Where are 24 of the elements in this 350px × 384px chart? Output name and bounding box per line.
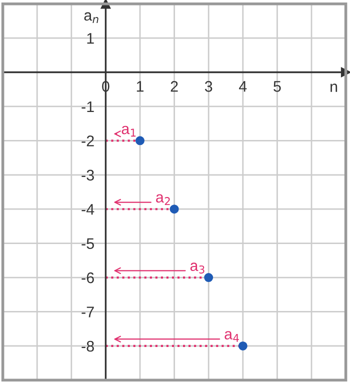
y-tick-label: 1 <box>87 33 94 44</box>
point <box>238 341 248 350</box>
y-tick-label: -4 <box>82 204 94 215</box>
x-tick-label: 4 <box>239 81 247 92</box>
annotation: a$_{4}$ <box>224 331 239 342</box>
y-axis-title: a$_{n}$ <box>84 12 98 24</box>
annotation: a$_{2}$ <box>156 194 170 205</box>
x-axis-title: n <box>330 84 338 92</box>
y-tick-label: -3 <box>82 170 94 181</box>
point <box>136 136 144 146</box>
y-tick-label: -7 <box>82 306 94 318</box>
x-tick-label: 1 <box>136 81 144 92</box>
x-tick-label: 3 <box>204 81 212 92</box>
y-tick-label: -6 <box>82 272 94 284</box>
annotation: a$_{3}$ <box>190 262 204 274</box>
y-tick-label: -2 <box>82 136 94 146</box>
y-tick-label: -8 <box>82 340 94 352</box>
x-tick-label: 2 <box>170 81 178 92</box>
annotation: a$_{1}$ <box>122 126 136 137</box>
y-tick-label: -1 <box>82 102 94 112</box>
y-tick-label: -5 <box>82 238 94 250</box>
x-tick-label: 5 <box>274 81 281 92</box>
point <box>170 204 179 214</box>
point <box>204 273 214 282</box>
